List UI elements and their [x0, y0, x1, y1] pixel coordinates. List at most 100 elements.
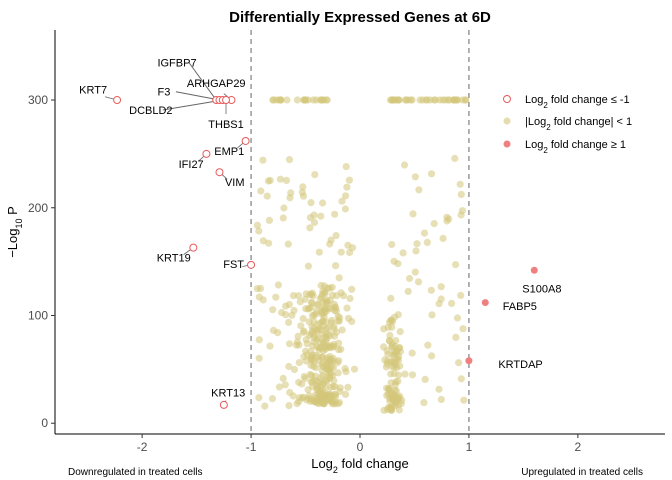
ns-point — [313, 385, 322, 393]
ns-point — [428, 311, 436, 319]
ns-point — [295, 359, 303, 367]
ns-point — [384, 350, 392, 358]
ns-point — [299, 328, 307, 336]
ns-point — [263, 192, 271, 200]
ns-point — [298, 380, 306, 388]
ns-point — [285, 318, 293, 326]
ns-point — [307, 378, 315, 386]
x-ticks: -2 -1 0 1 2 — [137, 434, 582, 454]
ns-point — [412, 247, 420, 255]
ns-point — [413, 240, 421, 248]
ns-point — [285, 300, 293, 309]
label-arhgap29: ARHGAP29 — [187, 78, 246, 90]
ns-point — [264, 177, 272, 185]
label-krt7: KRT7 — [79, 85, 107, 97]
ns-point — [455, 359, 463, 367]
ns-point — [457, 190, 465, 199]
ns-point — [334, 369, 342, 377]
ns-point — [302, 305, 310, 313]
ns-point — [306, 370, 314, 379]
ns-point — [388, 240, 396, 249]
connector-igfbp7 — [188, 62, 217, 101]
y-axis-label: −Log10 P — [5, 206, 24, 258]
ns-point — [405, 274, 414, 283]
ns-point — [253, 285, 261, 293]
ns-point — [391, 386, 399, 394]
ns-point — [314, 300, 322, 308]
ns-point — [334, 359, 342, 367]
ns-point — [322, 336, 330, 344]
ns-point — [424, 341, 432, 349]
legend-label-down: Log2 fold change ≤ -1 — [525, 94, 630, 110]
ns-point — [336, 384, 344, 392]
ns-point — [276, 175, 284, 183]
ns-point — [269, 326, 278, 334]
ns-point — [330, 322, 338, 330]
y-tick-label: 0 — [41, 416, 48, 430]
ns-point — [274, 281, 282, 289]
ns-point — [303, 340, 311, 348]
ns-point — [388, 323, 396, 331]
ns-point — [444, 96, 452, 104]
ns-point — [348, 317, 356, 325]
ns-point — [332, 232, 340, 240]
ns-point — [348, 285, 356, 293]
legend-label-up: Log2 fold change ≥ 1 — [525, 139, 626, 155]
point-s100a8 — [530, 266, 538, 274]
ns-point — [293, 96, 301, 104]
ns-point — [338, 326, 346, 334]
ns-point — [304, 386, 312, 394]
ns-point — [393, 364, 401, 372]
ns-point — [253, 221, 261, 229]
ns-point — [458, 207, 466, 215]
ns-point — [302, 357, 310, 365]
ns-point — [304, 262, 312, 270]
ns-point — [308, 289, 316, 297]
y-ticks: 0 100 200 300 — [28, 93, 55, 430]
ns-point — [300, 96, 308, 104]
caption-downregulated: Downregulated in treated cells — [68, 467, 203, 478]
ns-point — [419, 96, 427, 104]
ns-point — [255, 394, 263, 402]
y-tick-label: 300 — [28, 93, 48, 107]
label-ifi27: IFI27 — [179, 159, 204, 171]
ns-point — [389, 96, 397, 104]
point-krt13 — [219, 400, 228, 409]
ns-point — [325, 392, 333, 400]
ns-point — [342, 163, 350, 171]
ns-point — [290, 306, 298, 315]
ns-point — [255, 227, 263, 235]
point-fst — [247, 260, 256, 269]
ns-point — [427, 286, 435, 294]
ns-point — [400, 161, 409, 169]
ns-point — [255, 293, 263, 301]
ns-point — [428, 352, 436, 360]
x-tick-label: 1 — [466, 440, 473, 454]
legend: Log2 fold change ≤ -1 |Log2 fold change|… — [503, 94, 632, 155]
ns-point — [293, 338, 301, 346]
ns-point — [287, 189, 295, 197]
ns-point — [435, 385, 443, 393]
ns-point — [408, 371, 417, 379]
chart-title: Differentially Expressed Genes at 6D — [229, 9, 491, 26]
ns-point — [305, 318, 313, 326]
ns-point — [261, 402, 269, 410]
ns-point — [335, 317, 343, 325]
ns-point — [285, 340, 294, 348]
point-vim — [215, 168, 224, 177]
y-tick-label: 100 — [28, 308, 48, 322]
ns-point — [459, 325, 467, 333]
ns-point — [346, 294, 354, 303]
label-fabp5: FABP5 — [503, 301, 537, 313]
ns-point — [317, 281, 325, 290]
significant-points — [113, 96, 538, 409]
ns-point — [387, 294, 395, 302]
ns-point — [318, 310, 326, 318]
ns-point — [299, 315, 307, 323]
ns-point — [387, 379, 395, 387]
ns-point — [311, 171, 319, 179]
point-krt7 — [113, 96, 122, 105]
ns-point — [331, 210, 339, 218]
ns-point — [297, 322, 305, 330]
legend-label-ns: |Log2 fold change| < 1 — [525, 116, 632, 132]
